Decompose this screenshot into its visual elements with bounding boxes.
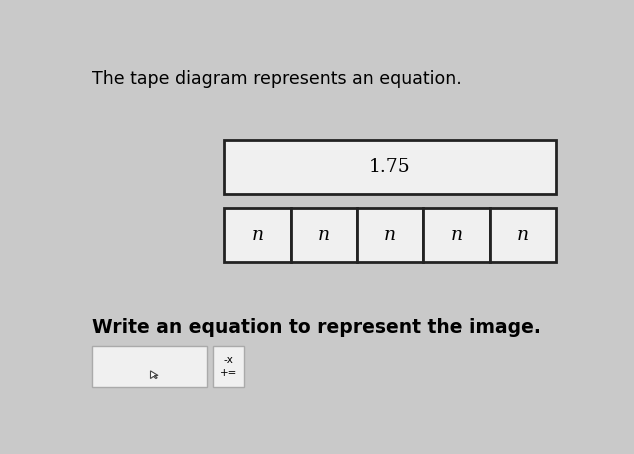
Bar (357, 208, 424, 262)
Bar (424, 208, 489, 262)
Text: n: n (384, 227, 396, 244)
Text: n: n (251, 227, 263, 244)
Polygon shape (150, 371, 158, 379)
Text: -x: -x (223, 355, 233, 365)
Bar (290, 208, 357, 262)
Bar (213, 346, 244, 387)
Bar (91, 346, 207, 387)
Text: n: n (318, 227, 330, 244)
Text: 1.75: 1.75 (369, 158, 411, 176)
Bar (224, 140, 556, 194)
Bar (224, 208, 290, 262)
Text: +=: += (220, 368, 237, 378)
Bar (489, 208, 556, 262)
Text: n: n (450, 227, 462, 244)
Text: The tape diagram represents an equation.: The tape diagram represents an equation. (91, 70, 462, 88)
Text: n: n (517, 227, 529, 244)
Text: Write an equation to represent the image.: Write an equation to represent the image… (91, 318, 540, 337)
